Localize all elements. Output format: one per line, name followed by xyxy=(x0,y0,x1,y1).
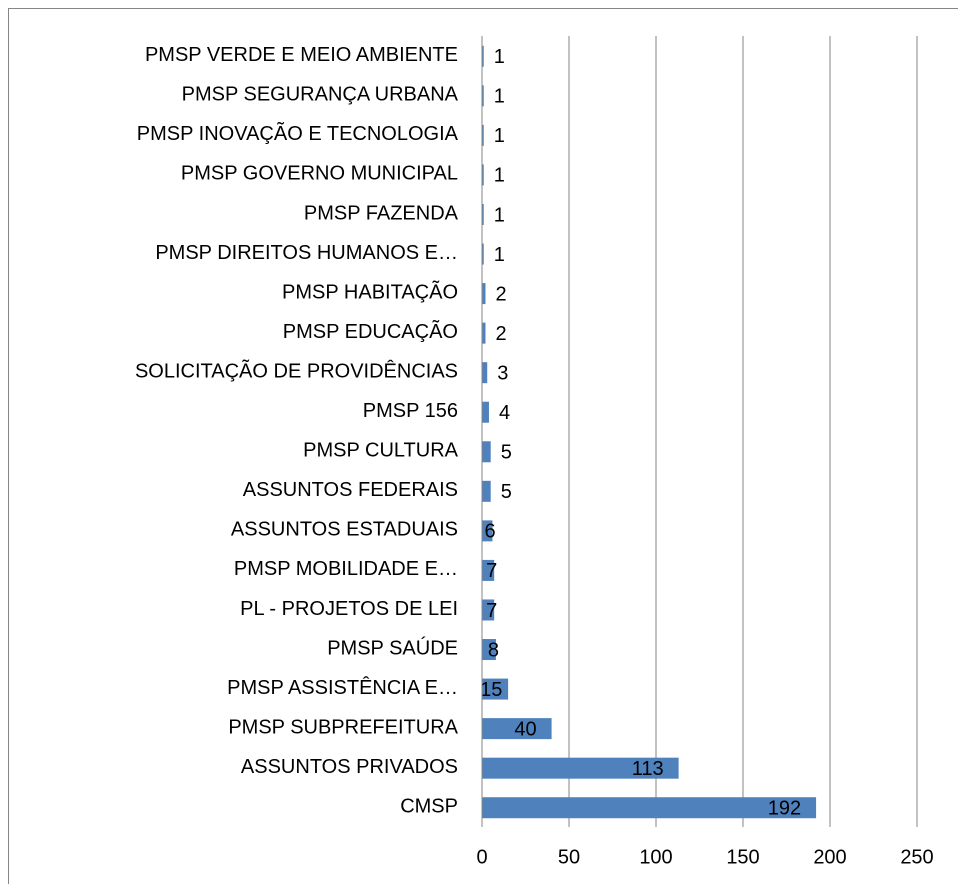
data-label: 2 xyxy=(495,283,506,305)
x-tick-label: 150 xyxy=(726,846,759,868)
bar xyxy=(482,520,493,542)
bar xyxy=(482,362,488,384)
y-tick-label: PL - PROJETOS DE LEI xyxy=(240,598,458,620)
data-label: 8 xyxy=(488,639,499,661)
y-tick-label: PMSP FAZENDA xyxy=(304,202,459,224)
data-label: 1 xyxy=(494,125,505,147)
bar xyxy=(482,797,817,819)
y-tick-label: PMSP GOVERNO MUNICIPAL xyxy=(181,163,458,185)
y-tick-label: ASSUNTOS FEDERAIS xyxy=(243,479,458,501)
y-tick-label: CMSP xyxy=(400,796,458,818)
y-tick-label: PMSP EDUCAÇÃO xyxy=(283,319,458,343)
data-label: 2 xyxy=(495,323,506,345)
y-tick-label: ASSUNTOS ESTADUAIS xyxy=(231,519,458,541)
bar xyxy=(482,757,679,779)
y-tick-label: PMSP HABITAÇÃO xyxy=(282,279,458,303)
data-label: 1 xyxy=(494,86,505,108)
x-tick-label: 250 xyxy=(900,846,933,868)
bar xyxy=(482,322,486,344)
data-label: 1 xyxy=(494,46,505,68)
bar xyxy=(482,283,486,305)
y-tick-label: PMSP DIREITOS HUMANOS E… xyxy=(155,242,458,264)
bar xyxy=(482,480,491,502)
y-tick-label: PMSP SEGURANÇA URBANA xyxy=(182,84,459,106)
bar xyxy=(482,559,495,581)
data-label: 1 xyxy=(494,165,505,187)
y-tick-label: PMSP CULTURA xyxy=(303,440,459,462)
y-tick-label: PMSP SUBPREFEITURA xyxy=(228,716,458,738)
bar xyxy=(482,164,484,186)
x-tick-label: 100 xyxy=(639,846,672,868)
y-tick-label: PMSP VERDE E MEIO AMBIENTE xyxy=(145,44,458,66)
y-tick-label: PMSP INOVAÇÃO E TECNOLOGIA xyxy=(137,121,459,145)
data-label: 3 xyxy=(497,362,508,384)
data-label: 4 xyxy=(499,402,510,424)
bar xyxy=(482,599,495,621)
data-label: 7 xyxy=(486,560,497,582)
data-label: 40 xyxy=(514,718,536,740)
data-label: 1 xyxy=(494,204,505,226)
x-tick-label: 200 xyxy=(813,846,846,868)
bar xyxy=(482,124,484,146)
bar xyxy=(482,401,489,423)
data-label: 5 xyxy=(501,481,512,503)
y-tick-label: ASSUNTOS PRIVADOS xyxy=(241,756,458,778)
bar xyxy=(482,203,484,225)
bar xyxy=(482,718,552,740)
bar xyxy=(482,639,496,661)
bar xyxy=(482,45,484,67)
data-label: 5 xyxy=(501,442,512,464)
bar xyxy=(482,441,491,463)
x-tick-label: 0 xyxy=(476,846,487,868)
data-label: 15 xyxy=(480,679,502,701)
y-tick-label: PMSP ASSISTÊNCIA E… xyxy=(227,676,458,699)
bar xyxy=(482,243,484,265)
x-tick-label: 50 xyxy=(558,846,580,868)
y-tick-label: SOLICITAÇÃO DE PROVIDÊNCIAS xyxy=(135,358,458,382)
data-label: 1 xyxy=(494,244,505,266)
data-label: 7 xyxy=(486,600,497,622)
bar xyxy=(482,85,484,107)
data-label: 113 xyxy=(632,758,664,780)
bar xyxy=(482,678,509,700)
data-label: 192 xyxy=(768,798,801,820)
y-tick-label: PMSP SAÚDE xyxy=(327,636,458,659)
y-tick-label: PMSP 156 xyxy=(363,400,458,422)
data-label: 6 xyxy=(484,521,495,543)
y-tick-label: PMSP MOBILIDADE E… xyxy=(234,558,458,580)
chart-border xyxy=(8,8,958,884)
